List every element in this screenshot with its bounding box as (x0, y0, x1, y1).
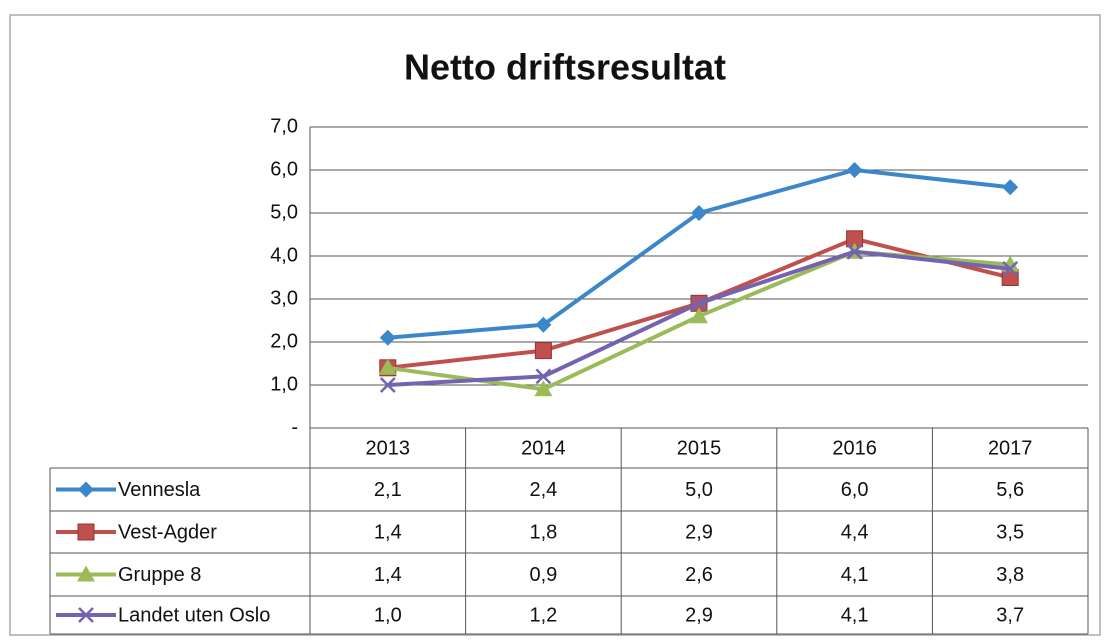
chart-border (9, 14, 1101, 636)
legend-label: Vest-Agder (118, 521, 217, 543)
data-point (690, 307, 708, 324)
data-point (1002, 179, 1019, 196)
table-value: 2,4 (529, 479, 557, 501)
table-value: 4,4 (841, 521, 869, 543)
data-point (534, 380, 553, 397)
x-tick-label: 2015 (677, 437, 722, 459)
data-point (379, 377, 396, 393)
data-point (846, 162, 863, 178)
data-point (691, 295, 707, 312)
y-tick-label: 1,0 (270, 373, 298, 395)
table-value: 6,0 (841, 479, 869, 501)
legend-marker (77, 565, 95, 582)
table-value: 1,4 (374, 521, 402, 543)
data-point (534, 342, 552, 360)
legend-label: Landet uten Oslo (118, 604, 270, 626)
y-tick-label: 6,0 (270, 158, 298, 180)
x-tick-label: 2013 (366, 437, 411, 459)
x-tick-label: 2014 (521, 437, 566, 459)
table-value: 4,1 (841, 564, 869, 586)
x-tick-label: 2016 (832, 437, 877, 459)
legend-label: Vennesla (118, 479, 201, 501)
y-tick-label: 4,0 (270, 244, 298, 266)
table-value: 3,5 (996, 521, 1024, 543)
table-value: 3,7 (996, 604, 1024, 626)
table-value: 5,0 (685, 479, 713, 501)
table-value: 2,9 (685, 521, 713, 543)
table-value: 3,8 (996, 564, 1024, 586)
table-value: 2,1 (374, 479, 402, 501)
data-point (535, 316, 552, 333)
y-tick-label: 2,0 (270, 330, 298, 352)
data-point (1001, 269, 1019, 286)
legend-marker (78, 481, 94, 498)
y-tick-label: 3,0 (270, 287, 298, 309)
table-value: 1,2 (529, 604, 557, 626)
data-point (1002, 261, 1019, 277)
y-tick-label: - (291, 416, 298, 438)
y-tick-label: 5,0 (270, 201, 298, 223)
data-point (378, 358, 397, 375)
table-value: 1,4 (374, 564, 402, 586)
data-point (535, 368, 552, 385)
table-value: 1,8 (529, 521, 557, 543)
table-value: 2,9 (685, 604, 713, 626)
table-value: 5,6 (996, 479, 1024, 501)
legend-marker (77, 523, 95, 541)
table-value: 2,6 (685, 564, 713, 586)
data-point (379, 329, 396, 346)
table-value: 4,1 (841, 604, 869, 626)
data-point (846, 243, 863, 260)
y-tick-label: 7,0 (270, 115, 298, 137)
data-point (691, 205, 707, 221)
table-value: 1,0 (374, 604, 402, 626)
chart-title: Netto driftsresultat (404, 47, 726, 88)
table-value: 0,9 (529, 564, 557, 586)
x-tick-label: 2017 (988, 437, 1033, 459)
legend-marker (78, 607, 94, 623)
legend-label: Gruppe 8 (118, 564, 201, 586)
